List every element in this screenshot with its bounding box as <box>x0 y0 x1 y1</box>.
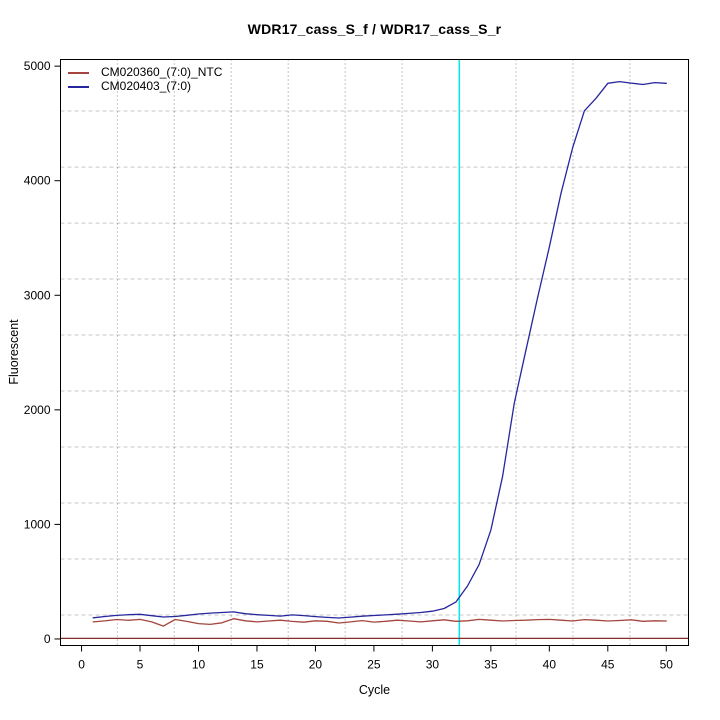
y-tick-label: 2000 <box>24 403 51 417</box>
x-tick-label: 30 <box>426 658 440 672</box>
x-tick-label: 0 <box>78 658 85 672</box>
ntc-curve <box>92 618 667 627</box>
y-tick-label: 3000 <box>24 288 51 302</box>
x-axis-label: Cycle <box>358 683 391 697</box>
y-tick-label: 5000 <box>24 59 51 73</box>
legend-item-sample: CM020403_(7:0) <box>68 80 222 93</box>
x-tick-label: 40 <box>543 658 557 672</box>
x-tick-label: 20 <box>309 658 323 672</box>
legend-line-swatch-ntc <box>68 71 89 74</box>
x-tick-label: 15 <box>250 658 264 672</box>
legend-item-ntc: CM020360_(7:0)_NTC <box>68 66 222 79</box>
y-tick-label: 1000 <box>24 517 51 531</box>
chart-title: WDR17_cass_S_f / WDR17_cass_S_r <box>247 21 502 37</box>
x-tick-label: 45 <box>601 658 615 672</box>
x-tick-label: 10 <box>192 658 206 672</box>
y-tick-label: 0 <box>44 632 51 646</box>
y-axis-label: Fluorescent <box>7 319 21 385</box>
x-tick-label: 35 <box>484 658 498 672</box>
x-tick-label: 50 <box>660 658 674 672</box>
x-tick-label: 25 <box>367 658 381 672</box>
legend-label-ntc: CM020360_(7:0)_NTC <box>101 65 223 79</box>
x-tick-label: 5 <box>137 658 144 672</box>
legend-label-sample: CM020403_(7:0) <box>101 79 192 93</box>
plot-box <box>60 59 689 646</box>
amplification-curve <box>92 80 667 619</box>
legend: CM020360_(7:0)_NTC CM020403_(7:0) <box>68 66 222 93</box>
y-tick-label: 4000 <box>24 174 51 188</box>
legend-line-swatch-sample <box>68 85 89 88</box>
